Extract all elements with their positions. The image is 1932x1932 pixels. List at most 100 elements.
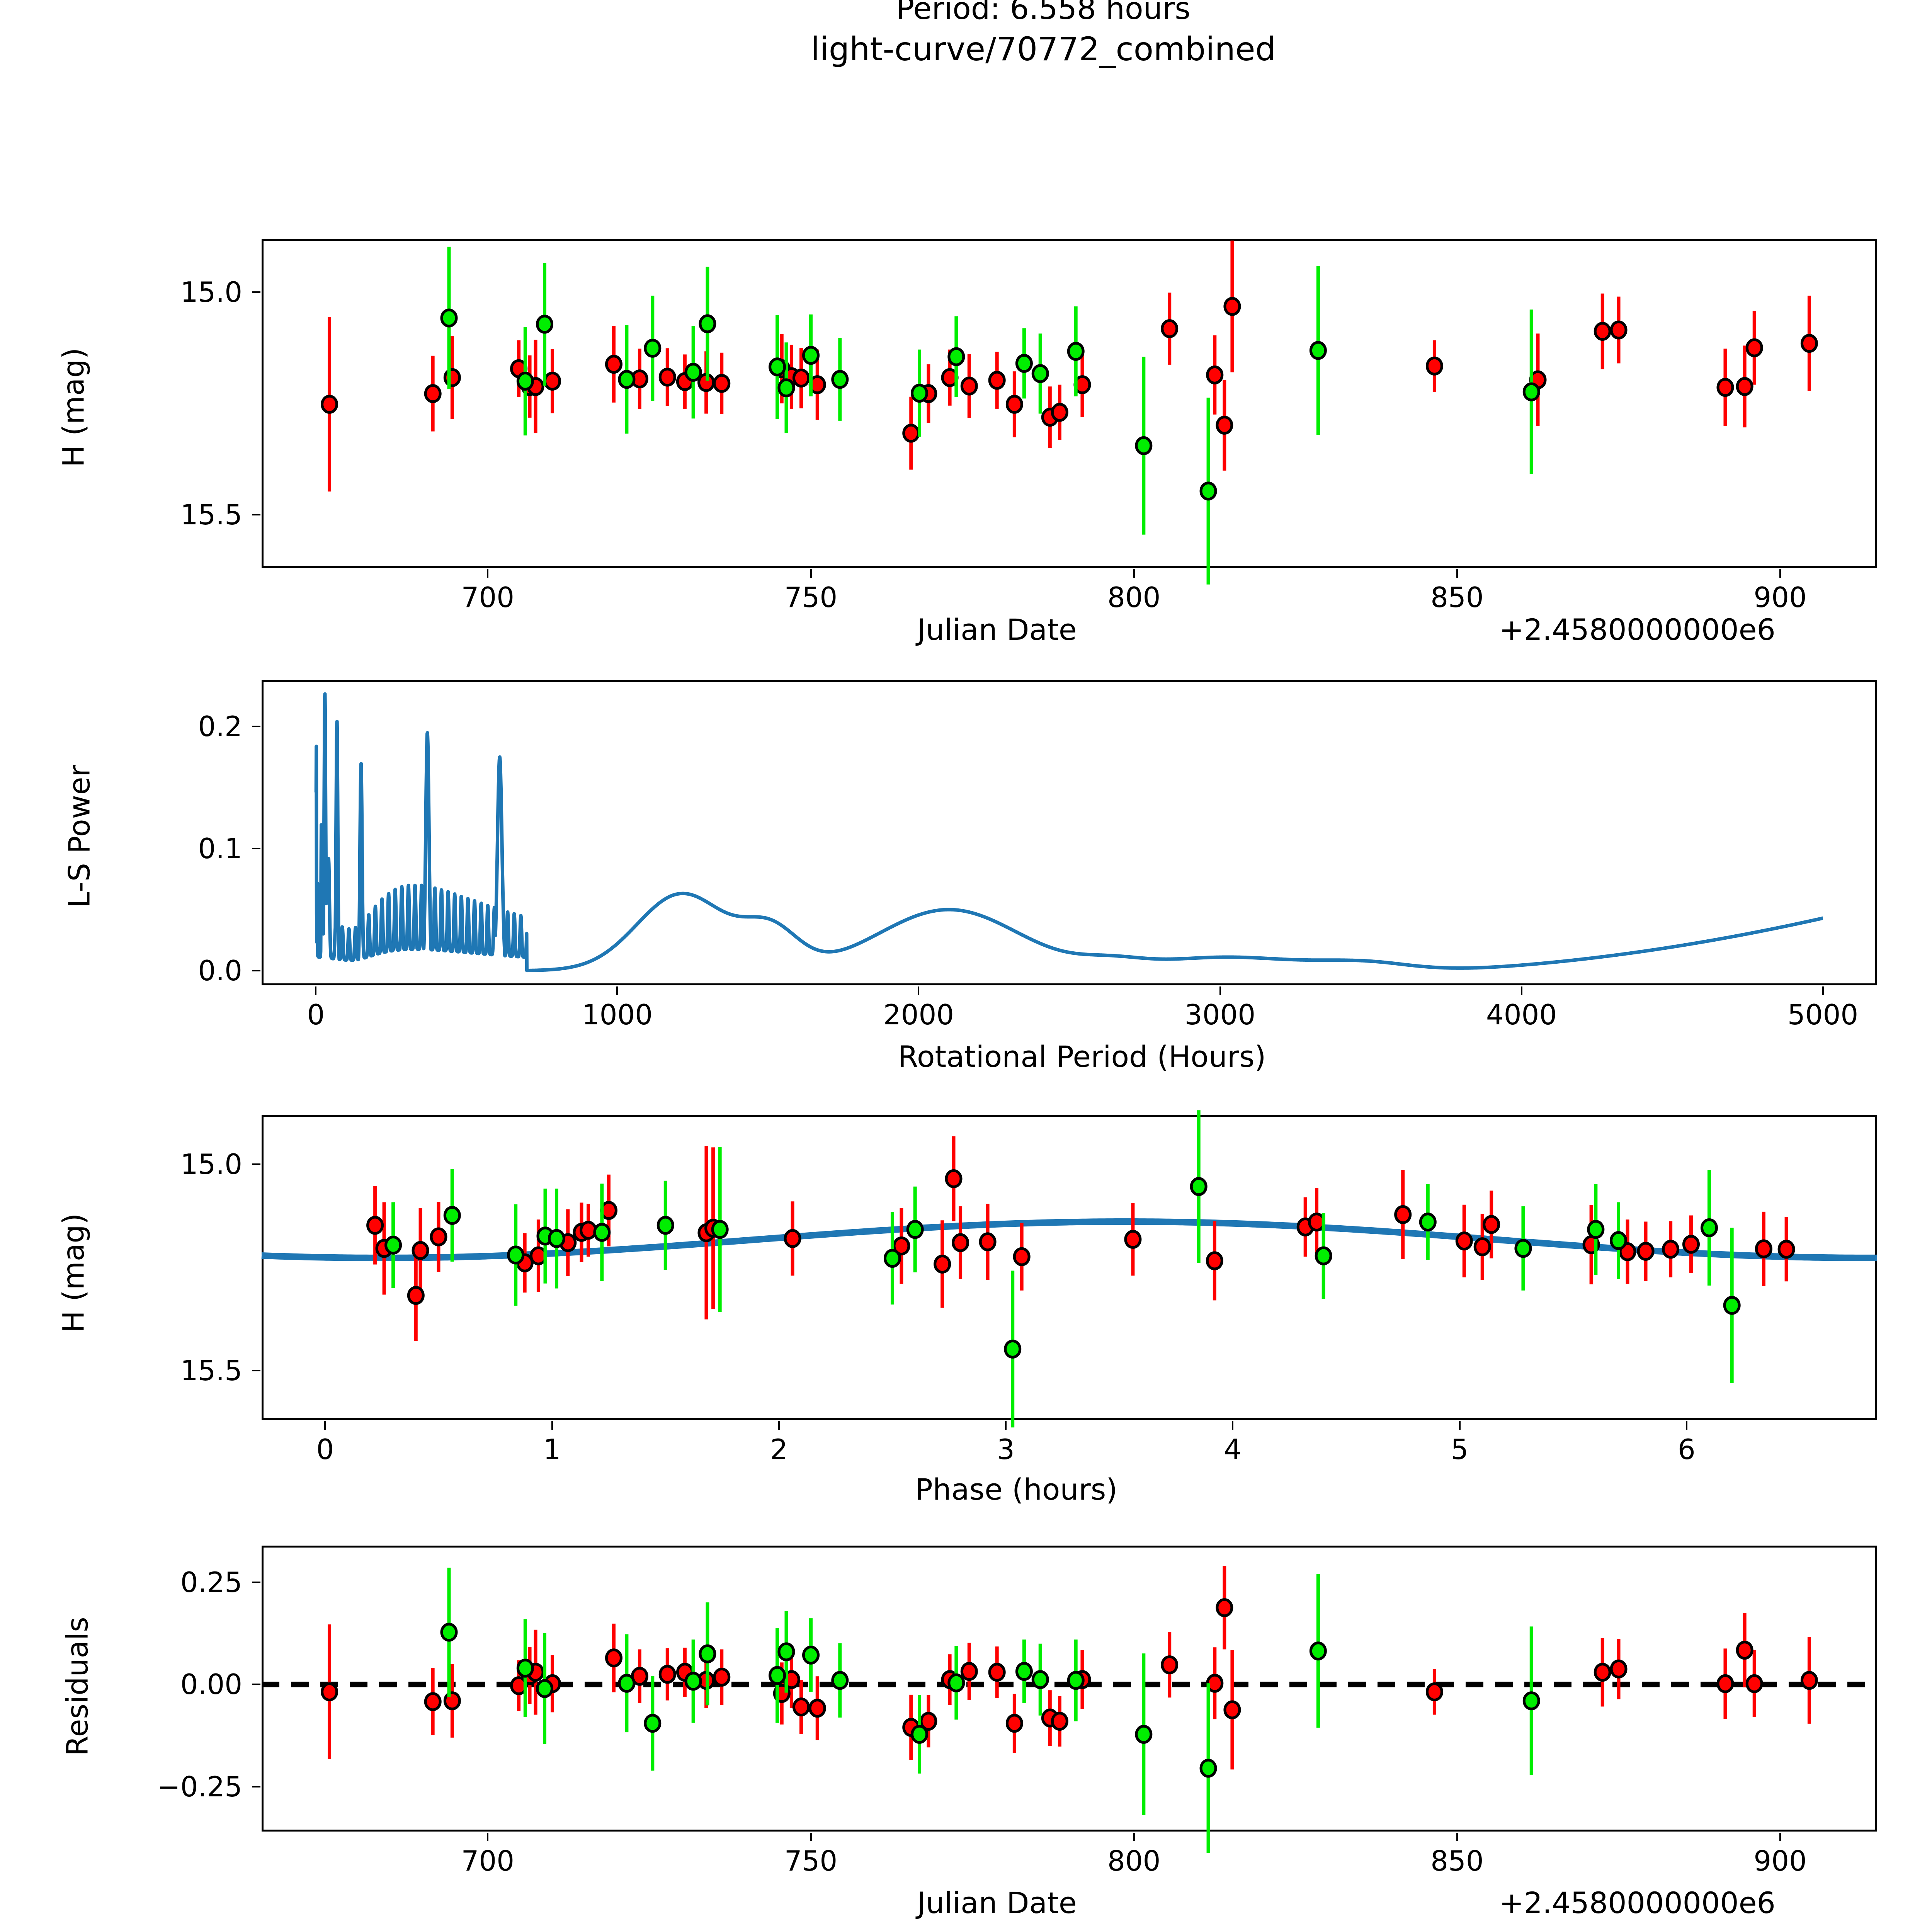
x-tick-label: 6 [1677,1433,1696,1466]
panel1-xlabel: Julian Date [917,612,1077,647]
data-point-marker [412,1241,429,1260]
x-tick-mark [1232,1421,1234,1430]
series-green [384,1110,1741,1428]
data-point-marker [1216,1598,1233,1617]
data-point-marker [1594,1663,1611,1682]
data-point-marker [1610,1231,1628,1250]
data-point-marker [947,1673,965,1692]
data-point-marker [1223,297,1241,316]
y-tick-mark [252,1369,260,1371]
y-tick-label: 0.00 [180,1668,242,1701]
data-point-marker [1067,1671,1085,1690]
data-point-marker [1736,1641,1753,1660]
x-tick-mark [1456,569,1458,578]
data-point-marker [1309,341,1327,360]
y-tick-mark [252,514,260,515]
data-point-marker [1777,1240,1795,1259]
data-point-marker [1015,1662,1033,1681]
y-tick-mark [252,726,260,728]
data-point-marker [1190,1177,1208,1196]
data-point-marker [1736,377,1753,396]
data-point-marker [1610,1659,1628,1679]
data-point-marker [792,1697,810,1717]
data-point-marker [593,1223,611,1242]
x-tick-label: 3 [997,1433,1015,1466]
y-tick-label: 0.0 [198,954,242,987]
data-point-marker [1309,1641,1327,1661]
data-point-marker [831,370,849,389]
panel-periodogram [262,680,1877,985]
x-tick-mark [551,1421,553,1430]
data-point-marker [407,1286,425,1305]
data-point-marker [1800,334,1818,353]
data-point-marker [699,314,716,333]
data-point-marker [366,1216,384,1235]
x-tick-mark [487,1833,489,1841]
data-point-marker [536,1679,554,1698]
x-tick-mark [810,569,812,578]
data-point-marker [548,1229,565,1248]
figure-title: light-curve/70772_combined [811,30,1276,68]
x-tick-mark [1685,1421,1687,1430]
data-point-marker [1051,1712,1068,1731]
data-point-marker [1637,1242,1655,1261]
data-point-marker [440,308,458,328]
data-point-marker [1013,1247,1031,1266]
data-point-marker [1662,1240,1680,1259]
data-point-marker [656,1216,674,1235]
data-point-marker [1124,1230,1142,1249]
data-point-marker [906,1220,924,1239]
data-point-marker [1723,1296,1741,1315]
y-tick-label: 15.0 [180,276,242,309]
data-point-marker [443,1691,461,1711]
y-tick-label: 0.25 [180,1566,242,1599]
data-point-marker [1223,1700,1241,1719]
data-point-marker [1745,338,1763,357]
data-point-marker [1199,481,1217,501]
y-tick-mark [252,1684,260,1685]
data-point-marker [883,1249,901,1268]
data-point-marker [1419,1213,1437,1232]
y-tick-mark [252,848,260,850]
data-point-marker [1216,415,1233,435]
x-tick-mark [918,986,920,995]
data-point-marker [960,376,978,396]
y-tick-label: 15.0 [180,1148,242,1181]
x-tick-label: 4 [1224,1433,1242,1466]
data-point-marker [699,1644,716,1663]
data-point-marker [644,338,662,358]
data-point-marker [684,362,702,382]
data-point-marker [618,370,636,389]
data-point-marker [1206,1251,1223,1270]
x-tick-mark [616,986,618,995]
x-tick-mark [1219,986,1221,995]
data-point-marker [808,1699,826,1718]
data-point-marker [1610,320,1628,340]
data-point-marker [658,367,676,387]
data-point-marker [934,1254,951,1274]
x-tick-label: 850 [1430,1845,1484,1877]
data-point-marker [802,346,820,365]
data-point-marker [802,1645,820,1665]
x-tick-label: 900 [1753,1845,1807,1877]
data-point-marker [988,371,1006,390]
data-point-marker [1755,1239,1772,1259]
data-point-marker [516,1658,534,1678]
data-point-marker [831,1671,849,1690]
x-tick-label: 2000 [883,998,954,1031]
x-tick-mark [1133,1833,1135,1841]
data-point-marker [1161,1655,1179,1675]
data-point-marker [1483,1215,1500,1234]
x-tick-label: 4000 [1486,998,1557,1031]
data-point-marker [658,1665,676,1684]
y-tick-label: −0.25 [157,1770,242,1803]
data-point-marker [1031,364,1049,383]
data-point-marker [960,1662,978,1681]
x-tick-label: 700 [461,1845,515,1877]
data-point-marker [713,374,731,393]
data-point-marker [1522,1691,1540,1711]
